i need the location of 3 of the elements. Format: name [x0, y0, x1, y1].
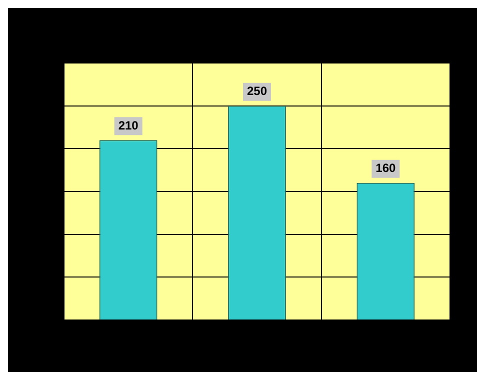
data-label: 160 [376, 161, 396, 176]
data-label: 210 [118, 118, 139, 132]
data-label: 250 [246, 84, 268, 98]
